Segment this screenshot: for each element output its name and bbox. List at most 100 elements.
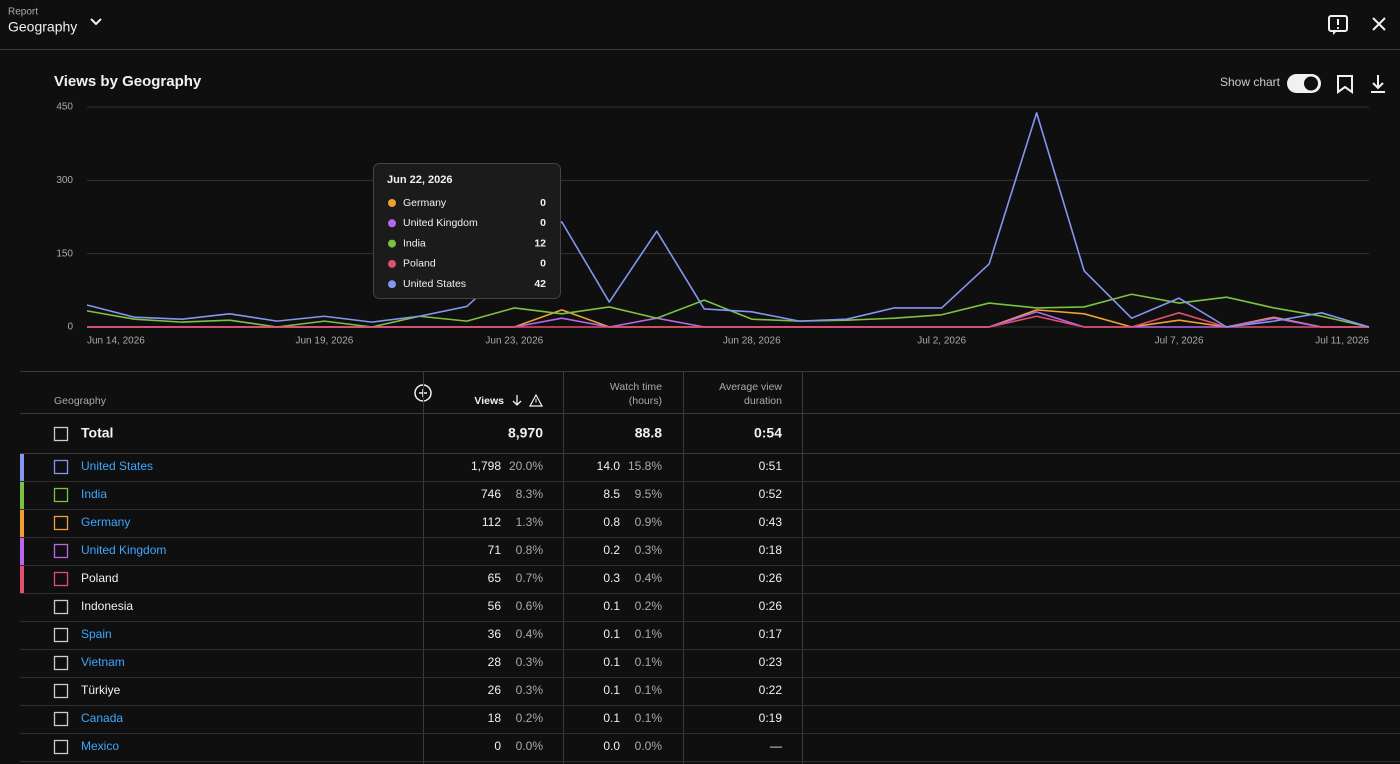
tooltip-value: 0 <box>540 197 546 209</box>
geography-name: Poland <box>81 571 118 585</box>
checkbox[interactable] <box>53 459 69 475</box>
tooltip-series-name: India <box>403 237 426 249</box>
x-tick-label: Jun 19, 2026 <box>295 336 353 347</box>
average-view-duration: 0:18 <box>759 543 783 557</box>
column-header[interactable]: Watch time <box>610 381 662 393</box>
watch-time-percent: 0.1% <box>635 683 663 697</box>
average-view-duration: — <box>770 739 782 753</box>
checkbox[interactable] <box>53 655 69 671</box>
x-tick-label: Jun 28, 2026 <box>723 336 781 347</box>
checkbox[interactable] <box>53 739 69 755</box>
watch-time-percent: 0.4% <box>635 571 663 585</box>
checkbox[interactable] <box>53 543 69 559</box>
views: 112 <box>482 515 501 529</box>
views-percent: 0.2% <box>516 711 544 725</box>
views: 65 <box>488 571 502 585</box>
geography-name[interactable]: Canada <box>81 711 123 725</box>
watch-time: 0.0 <box>603 739 620 753</box>
average-view-duration: 0:51 <box>759 459 783 473</box>
column-header[interactable]: Views <box>474 395 504 407</box>
x-tick-label: Jul 11, 2026 <box>1315 336 1369 347</box>
average-view-duration: 0:43 <box>759 515 783 529</box>
tooltip-series-name: Poland <box>403 258 436 270</box>
checkbox[interactable] <box>53 627 69 643</box>
total-watch: 88.8 <box>635 425 662 441</box>
column-header[interactable]: (hours) <box>629 395 662 407</box>
bookmark-icon[interactable] <box>1337 75 1353 94</box>
plot-area: 0 150 300 450 Jun 14, 2026 Jun 19, 2026 Jun 23… <box>56 102 1369 347</box>
geography-name[interactable]: Spain <box>81 627 112 641</box>
checkbox[interactable] <box>53 599 69 615</box>
dropdown-icon[interactable] <box>90 18 102 26</box>
column-header[interactable]: duration <box>744 395 782 407</box>
geography-name: Indonesia <box>81 599 133 613</box>
watch-time-percent: 15.8% <box>628 459 662 473</box>
table: Geography Views Watch time (hours) Average v… <box>20 371 1400 764</box>
watch-time-percent: 9.5% <box>635 487 663 501</box>
sort-icon[interactable] <box>512 395 522 406</box>
column-header: Geography <box>54 395 107 407</box>
geography-name[interactable]: India <box>81 487 107 501</box>
y-tick-label: 0 <box>67 322 73 333</box>
views: 26 <box>488 683 502 697</box>
watch-time: 0.1 <box>603 599 620 613</box>
average-view-duration: 0:26 <box>759 599 783 613</box>
checkbox[interactable] <box>53 426 69 442</box>
checkbox[interactable] <box>53 515 69 531</box>
views: 56 <box>488 599 502 613</box>
series-line <box>87 312 1369 328</box>
tooltip-value: 0 <box>540 217 546 229</box>
report-title[interactable]: Geography <box>8 19 77 35</box>
checkbox[interactable] <box>53 487 69 503</box>
checkbox[interactable] <box>53 711 69 727</box>
views: 746 <box>481 487 501 501</box>
tooltip-series-name: Germany <box>403 197 447 209</box>
tooltip-value: 12 <box>534 237 546 249</box>
close-icon[interactable] <box>1372 17 1386 31</box>
views-percent: 20.0% <box>509 459 543 473</box>
x-tick-label: Jun 14, 2026 <box>87 336 145 347</box>
toggle-label: Show chart <box>1220 75 1281 89</box>
geography-name[interactable]: United States <box>81 459 153 473</box>
warning-icon <box>528 393 544 407</box>
average-view-duration: 0:52 <box>759 487 783 501</box>
views-percent: 0.6% <box>516 599 544 613</box>
geography-name[interactable]: Vietnam <box>81 655 125 669</box>
geography-name[interactable]: Germany <box>81 515 130 529</box>
watch-time-percent: 0.3% <box>635 543 663 557</box>
checkbox[interactable] <box>53 571 69 587</box>
watch-time: 8.5 <box>603 487 620 501</box>
watch-time: 0.1 <box>603 655 620 669</box>
report-overline: Report <box>8 7 38 18</box>
watch-time: 0.2 <box>603 543 620 557</box>
views: 0 <box>494 739 501 753</box>
geography-name[interactable]: United Kingdom <box>81 543 166 557</box>
tooltip-date: Jun 22, 2026 <box>387 174 452 186</box>
tooltip-series-name: United States <box>403 278 466 290</box>
watch-time-percent: 0.9% <box>635 515 663 529</box>
average-view-duration: 0:22 <box>759 683 783 697</box>
series-color-bar <box>20 566 24 593</box>
watch-time-percent: 0.1% <box>635 711 663 725</box>
watch-time: 0.1 <box>603 711 620 725</box>
average-view-duration: 0:19 <box>759 711 783 725</box>
y-tick-label: 150 <box>56 248 73 259</box>
download-icon[interactable] <box>1371 75 1385 93</box>
views-percent: 0.3% <box>516 683 544 697</box>
watch-time-percent: 0.1% <box>635 627 663 641</box>
feedback-icon[interactable] <box>1328 15 1348 35</box>
geography-name[interactable]: Mexico <box>81 739 119 753</box>
checkbox[interactable] <box>53 683 69 699</box>
series-color-bar <box>20 538 24 565</box>
watch-time: 0.3 <box>603 571 620 585</box>
views: 18 <box>488 711 502 725</box>
views-percent: 1.3% <box>516 515 544 529</box>
show-chart-toggle[interactable] <box>1287 74 1321 93</box>
series-line <box>86 112 1370 328</box>
column-header[interactable]: Average view <box>719 381 782 393</box>
watch-time: 14.0 <box>597 459 621 473</box>
series-color-bar <box>20 454 24 481</box>
tooltip: Jun 22, 2026 Germany 0 United Kingdom 0 Indi… <box>373 163 561 299</box>
